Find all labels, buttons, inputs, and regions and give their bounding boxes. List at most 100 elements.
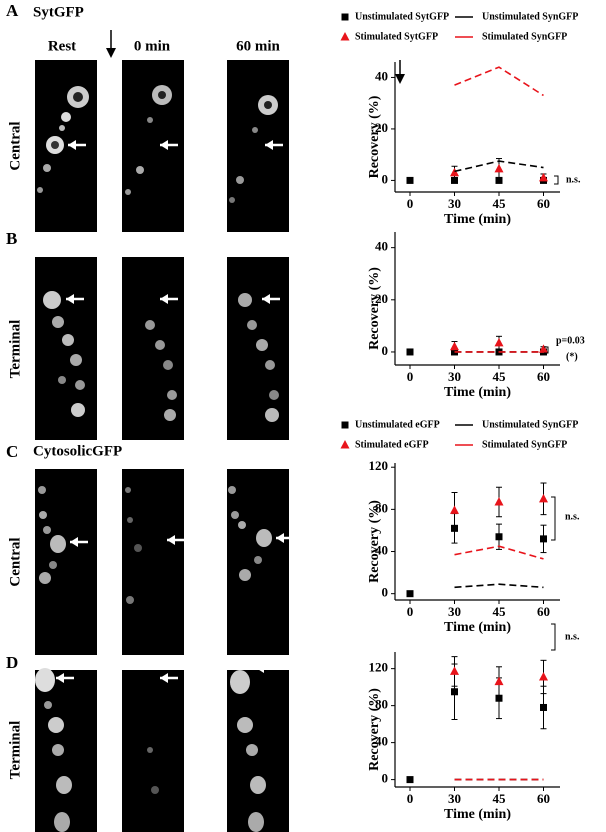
significance-bracket [551,623,556,651]
y-axis-label: Recovery (%) [367,688,382,771]
legend-label: Stimulated SynGFP [482,439,567,450]
legend-marker [341,421,349,429]
data-point [539,671,548,681]
x-axis-label: Time (min) [444,385,511,400]
significance-bracket [544,346,549,354]
data-point [451,176,458,184]
data-point [494,496,504,506]
y-axis-label: Recovery (%) [367,267,382,350]
annotation: n.s. [565,511,580,522]
x-tick-label: 0 [407,604,414,619]
y-tick-label: 120 [369,458,389,473]
image-row [35,661,289,832]
column-header: Rest [48,38,76,54]
row-label: Terminal [7,320,23,379]
x-tick-label: 30 [448,196,461,211]
significance-bracket [551,496,556,541]
x-axis-label: Time (min) [444,620,511,635]
y-tick-label: 20 [375,291,388,306]
annotation: n.s. [565,631,580,642]
data-point [450,167,459,177]
column-header: 60 min [236,38,280,54]
y-tick-label: 120 [369,660,389,675]
data-point [450,666,459,675]
y-tick-label: 20 [375,120,388,135]
x-tick-label: 60 [537,369,550,384]
data-point [406,776,414,784]
x-axis-label: Time (min) [444,807,511,822]
annotation: p=0.03 [556,335,585,346]
y-tick-label: 0 [382,585,389,600]
series-line [454,66,544,97]
row-label: Central [7,537,23,586]
legend-label: Unstimulated SytGFP [355,11,449,22]
y-tick-label: 40 [375,68,388,83]
y-axis-label: Recovery (%) [367,500,382,583]
legend-marker [341,13,349,21]
data-point [495,533,503,541]
series-line [454,160,544,173]
series-line [454,545,544,560]
legend-label: Unstimulated eGFP [355,419,440,430]
x-tick-label: 60 [537,791,550,806]
data-point [406,590,414,598]
data-point [450,341,459,351]
legend-label: Unstimulated SynGFP [482,419,578,430]
y-tick-label: 40 [375,734,388,749]
x-tick-label: 0 [407,791,414,806]
data-point [539,493,548,503]
data-point [495,694,503,702]
image-row [35,257,289,440]
image-row [35,30,289,232]
column-header: 0 min [134,38,171,54]
data-point [406,348,414,356]
image-row [35,469,296,655]
annotation: n.s. [566,174,581,185]
annotation: (*) [566,351,578,362]
x-tick-label: 60 [537,604,550,619]
x-tick-label: 30 [448,791,461,806]
data-point [451,688,458,696]
y-tick-label: 0 [382,771,389,786]
legend-marker [340,32,350,41]
x-tick-label: 45 [493,604,507,619]
stimulus-arrow-head [395,74,405,84]
series-line [454,583,544,589]
row-label: Central [7,121,23,170]
x-tick-label: 45 [493,196,507,211]
legend-label: Stimulated SynGFP [482,31,567,42]
legend-label: Stimulated eGFP [355,439,429,450]
data-point [494,676,504,686]
y-tick-label: 80 [375,500,388,515]
data-point [406,176,414,184]
y-tick-label: 0 [382,343,389,358]
y-tick-label: 40 [375,239,388,254]
data-point [540,535,547,543]
panel-label: SytGFP [33,4,84,20]
y-tick-label: 80 [375,697,388,712]
x-axis-label: Time (min) [444,212,511,227]
x-tick-label: 45 [493,369,507,384]
legend-marker [340,440,350,449]
y-axis-label: Recovery (%) [367,95,382,178]
significance-bracket [554,175,559,185]
data-point [450,505,459,514]
x-tick-label: 45 [493,791,507,806]
data-point [495,176,503,184]
y-tick-label: 40 [375,543,388,558]
x-tick-label: 60 [537,196,550,211]
panel-letter: B [6,229,17,248]
data-point [540,703,547,711]
legend-label: Stimulated SytGFP [355,31,438,42]
data-point [539,344,548,353]
data-point [494,163,504,173]
legend-label: Unstimulated SynGFP [482,11,578,22]
x-tick-label: 0 [407,369,414,384]
panel-label: CytosolicGFP [33,443,122,459]
panel-letter: C [6,442,18,461]
x-tick-label: 30 [448,604,461,619]
y-tick-label: 0 [382,171,389,186]
data-point [494,337,504,347]
x-tick-label: 30 [448,369,461,384]
